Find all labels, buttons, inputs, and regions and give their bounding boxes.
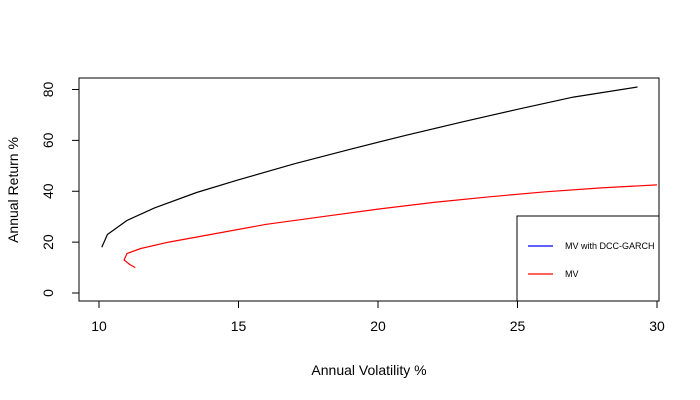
x-tick-label-30: 30: [649, 318, 665, 334]
legend-label-2: MV: [565, 269, 579, 279]
y-tick-label-40: 40: [40, 183, 56, 199]
y-axis: 0 20 40 60 80: [40, 82, 80, 297]
x-tick-label-15: 15: [231, 318, 247, 334]
legend-label-1: MV with DCC-GARCH: [565, 241, 655, 251]
y-axis-title: Annual Return %: [5, 137, 21, 243]
y-tick-label-60: 60: [40, 132, 56, 148]
x-axis-title: Annual Volatility %: [311, 362, 426, 378]
y-tick-label-0: 0: [40, 289, 56, 297]
series-line-2: [123, 184, 658, 269]
legend-box: [516, 215, 660, 302]
x-tick-label-25: 25: [510, 318, 526, 334]
series-layer: [101, 86, 658, 269]
series-line-1: [101, 86, 638, 248]
x-tick-label-20: 20: [370, 318, 386, 334]
y-tick-label-20: 20: [40, 234, 56, 250]
x-tick-label-10: 10: [91, 318, 107, 334]
y-tick-label-80: 80: [40, 82, 56, 98]
legend: MV with DCC-GARCH MV: [516, 215, 660, 302]
